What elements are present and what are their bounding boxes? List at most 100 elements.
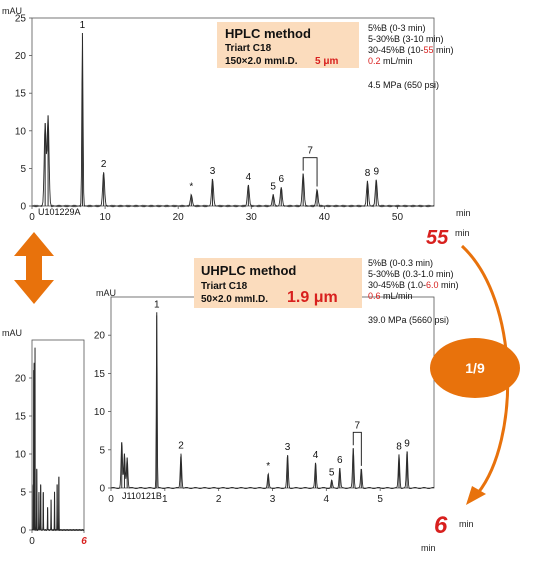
uhplc-peak-label: 8: [396, 441, 402, 452]
inset-y-tick-label: 15: [15, 412, 27, 423]
inset-y-tick-label: 20: [15, 374, 27, 385]
hplc-y-tick-label: 20: [15, 51, 27, 62]
uhplc-frame: [110, 296, 435, 489]
uhplc-method-title: UHPLC method: [201, 263, 296, 278]
hplc-y-tick-label: 0: [20, 202, 26, 213]
hplc-particle-size: 5 μm: [315, 56, 338, 67]
uhplc-run-time-unit: min: [459, 519, 474, 529]
uhplc-y-tick-label: 10: [94, 407, 106, 418]
uhplc-peak-label: 9: [404, 438, 410, 449]
hplc-gradient-2: 5-30%B (3-10 min): [368, 34, 444, 44]
hplc-x-label: min: [456, 208, 471, 218]
uhplc-peak-7-bracket: [352, 431, 362, 466]
uhplc-method-box: [194, 258, 362, 308]
uhplc-peak-label: 5: [329, 467, 335, 478]
hplc-x-tick-label: 30: [246, 212, 258, 223]
uhplc-column-name: Triart C18: [201, 281, 248, 292]
hplc-method-box: [217, 22, 359, 68]
hplc-peak-labels: 1 2 * 3 4 56 8 9 7: [80, 20, 380, 193]
hplc-peak-label: 8: [365, 168, 371, 179]
inset-frame: [31, 339, 85, 531]
hplc-gradient-1: 5%B (0-3 min): [368, 23, 426, 33]
hplc-gradient-3: 30-45%B (10-55 min): [368, 45, 454, 55]
uhplc-x-tick-label: 4: [324, 494, 330, 505]
inset-x-tick-label: 0: [29, 536, 35, 547]
uhplc-x-label: min: [421, 543, 436, 553]
uhplc-peak-label: 3: [285, 442, 291, 453]
hplc-y-label: mAU: [2, 6, 22, 16]
hplc-pressure: 4.5 MPa (650 psi): [368, 80, 439, 90]
hplc-peak-label: 2: [101, 159, 107, 170]
hplc-y-tick-label: 15: [15, 89, 27, 100]
hplc-peak-label: 9: [373, 167, 379, 178]
uhplc-pressure: 39.0 MPa (5660 psi): [368, 315, 449, 325]
hplc-peak-label: *: [189, 182, 193, 193]
uhplc-y-tick-label: 15: [94, 369, 106, 380]
hplc-run-time-unit: min: [455, 228, 470, 238]
hplc-peak-label: 6: [278, 174, 284, 185]
uhplc-particle-size: 1.9 μm: [287, 289, 338, 306]
inset-x-tick-label: 6: [81, 536, 87, 547]
uhplc-y-tick-label: 5: [99, 445, 105, 456]
hplc-column-dimensions: 150×2.0 mmI.D.: [225, 56, 298, 67]
hplc-peak-label: 7: [307, 146, 313, 157]
uhplc-x-tick-label: 5: [377, 494, 383, 505]
uhplc-flow-rate: 0.6 mL/min: [368, 291, 413, 301]
comparison-arrow: [14, 232, 54, 304]
hplc-flow-rate: 0.2 mL/min: [368, 56, 413, 66]
uhplc-peak-label: 4: [313, 450, 319, 461]
hplc-x-tick-label: 20: [173, 212, 185, 223]
hplc-sample-label: U101229A: [38, 207, 81, 217]
uhplc-peak-label: *: [266, 461, 270, 472]
uhplc-x-tick-label: 0: [108, 494, 114, 505]
inset-trace: [31, 347, 85, 532]
hplc-peak-label: 3: [210, 166, 216, 177]
hplc-peak-label: 1: [80, 20, 86, 31]
hplc-y-tick-label: 10: [15, 126, 27, 137]
hplc-peak-label: 4: [246, 172, 252, 183]
uhplc-signal-line: [110, 315, 435, 490]
hplc-peak-label: 5: [270, 182, 276, 193]
inset-y-label: mAU: [2, 328, 22, 338]
hplc-method-title: HPLC method: [225, 26, 311, 41]
uhplc-peak-label: 1: [154, 299, 160, 310]
hplc-column-name: Triart C18: [225, 43, 272, 54]
uhplc-x-tick-label: 2: [216, 494, 222, 505]
hplc-peak-7-bracket: [302, 157, 318, 187]
hplc-y-tick-label: 25: [15, 14, 27, 25]
inset-panel: mAU 0 5 10 15 20 0 6: [2, 328, 87, 547]
hplc-trace: [31, 33, 435, 208]
inset-signal-line: [31, 348, 85, 532]
inset-y-tick-label: 10: [15, 450, 27, 461]
uhplc-sample-label: J110121B: [122, 491, 162, 501]
hplc-x-tick-label: 40: [319, 212, 331, 223]
uhplc-peak-label: 6: [337, 455, 343, 466]
uhplc-trace: [110, 312, 435, 490]
hplc-y-tick-label: 5: [20, 164, 26, 175]
uhplc-peak-labels: 1 2 * 3 456 8 9 7: [154, 299, 410, 478]
speedup-factor: 1/9: [465, 360, 485, 376]
uhplc-y-tick-label: 0: [99, 484, 105, 495]
hplc-run-time: 55: [426, 227, 449, 249]
uhplc-column-dimensions: 50×2.0 mmI.D.: [201, 294, 268, 305]
hplc-x-tick-label: 50: [392, 212, 404, 223]
uhplc-gradient-3: 30-45%B (1.0-6.0 min): [368, 280, 459, 290]
uhplc-run-time: 6: [434, 512, 448, 539]
uhplc-gradient-1: 5%B (0-0.3 min): [368, 258, 433, 268]
uhplc-peak-label: 7: [355, 420, 361, 431]
hplc-x-tick-label: 10: [100, 212, 112, 223]
inset-y-tick-label: 5: [20, 488, 26, 499]
uhplc-y-label: mAU: [96, 288, 116, 298]
inset-y-tick-label: 0: [20, 526, 26, 537]
uhplc-peak-label: 2: [178, 441, 184, 452]
speedup-ellipse: [430, 338, 520, 398]
uhplc-x-tick-label: 1: [162, 494, 168, 505]
uhplc-y-tick-label: 20: [94, 331, 106, 342]
hplc-x-tick-label: 0: [29, 212, 35, 223]
speedup-indicator: 1/9: [430, 244, 520, 505]
uhplc-gradient-2: 5-30%B (0.3-1.0 min): [368, 269, 454, 279]
